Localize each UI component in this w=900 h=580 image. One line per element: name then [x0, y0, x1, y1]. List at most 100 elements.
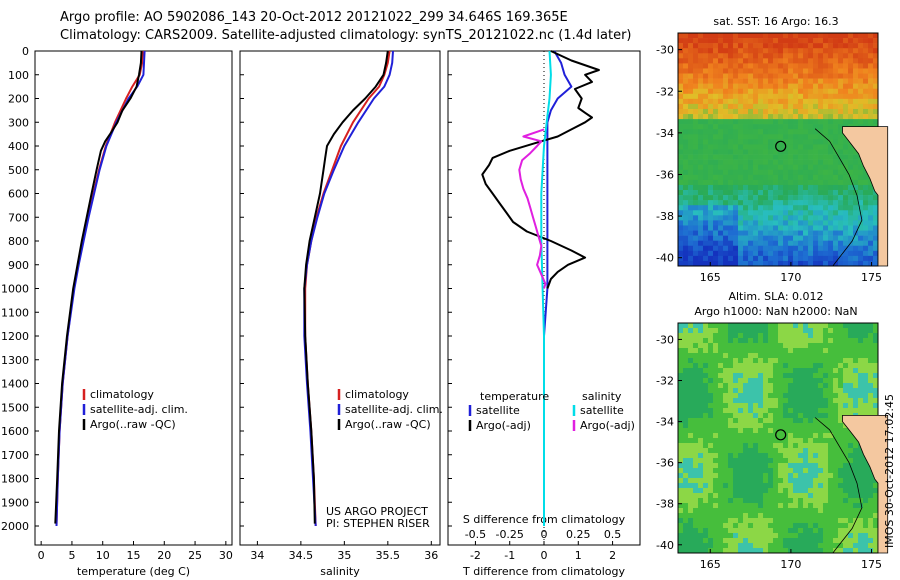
map-cell: [863, 190, 869, 196]
map-cell: [703, 448, 709, 454]
map-cell: [818, 508, 824, 514]
map-cell: [833, 393, 839, 399]
map-cell: [743, 88, 749, 95]
map-cell: [743, 33, 749, 39]
map-cell: [703, 388, 709, 394]
map-cell: [713, 98, 719, 105]
map-cell: [748, 220, 754, 226]
map-cell: [728, 383, 734, 389]
map-cell: [733, 205, 739, 211]
map-cell: [848, 48, 854, 54]
map-cell: [763, 538, 769, 544]
map-cell: [798, 478, 804, 484]
map-cell: [723, 333, 729, 339]
map-cell: [728, 328, 734, 334]
map-cell: [683, 513, 689, 519]
map-cell: [823, 428, 829, 434]
map-cell: [693, 513, 699, 519]
y-tick-label: 1900: [1, 496, 29, 509]
map-cell: [823, 169, 829, 176]
map-cell: [828, 103, 834, 110]
map-cell: [783, 343, 789, 349]
map-cell: [808, 503, 814, 509]
map-cell: [808, 200, 814, 206]
map-cell: [753, 323, 759, 329]
map-cell: [693, 508, 699, 514]
map-cell: [853, 323, 859, 329]
map-cell: [833, 174, 839, 181]
map-cell: [763, 235, 769, 241]
map-cell: [858, 548, 864, 554]
map-cell: [778, 383, 784, 389]
map-cell: [733, 483, 739, 489]
map-cell: [793, 403, 799, 409]
map-cell: [803, 215, 809, 221]
map-cell: [718, 358, 724, 364]
map-cell: [858, 114, 864, 120]
map-cell: [718, 108, 724, 115]
map-cell: [783, 124, 789, 130]
map-cell: [828, 58, 834, 64]
map-cell: [728, 220, 734, 226]
map-cell: [808, 108, 814, 115]
map-cell: [783, 358, 789, 364]
map-cell: [703, 458, 709, 464]
map-cell: [838, 418, 844, 424]
map-cell: [783, 438, 789, 444]
map-cell: [743, 423, 749, 429]
map-cell: [758, 43, 764, 49]
map-cell: [733, 103, 739, 110]
map-cell: [868, 43, 874, 49]
map-cell: [798, 483, 804, 489]
map-cell: [853, 149, 859, 155]
map-cell: [828, 513, 834, 519]
map-cell: [738, 488, 744, 494]
map-cell: [783, 225, 789, 231]
map-cell: [833, 343, 839, 349]
y-tick-label: 600: [8, 188, 29, 201]
map-cell: [828, 488, 834, 494]
map-cell: [843, 543, 849, 549]
map-cell: [743, 333, 749, 339]
map-cell: [713, 418, 719, 424]
map-cell: [698, 159, 704, 165]
map-cell: [733, 230, 739, 236]
map-cell: [708, 433, 714, 439]
map-cell: [788, 453, 794, 459]
map-cell: [768, 328, 774, 334]
map-cell: [788, 184, 794, 191]
map-cell: [723, 169, 729, 176]
map-cell: [868, 179, 874, 186]
map-cell: [848, 235, 854, 241]
map-cell: [798, 154, 804, 160]
map-cell: [778, 493, 784, 499]
map-cell: [733, 255, 739, 262]
map-cell: [838, 438, 844, 444]
map-cell: [703, 210, 709, 216]
map-cell: [808, 378, 814, 384]
map-cell: [868, 58, 874, 64]
map-cell: [808, 368, 814, 374]
map-cell: [823, 403, 829, 409]
map-cell: [753, 43, 759, 49]
map-cell: [778, 333, 784, 339]
map-cell: [748, 119, 754, 125]
map-cell: [748, 363, 754, 369]
map-cell: [698, 338, 704, 344]
map-cell: [678, 368, 684, 374]
map-cell: [688, 129, 694, 135]
map-cell: [718, 458, 724, 464]
map-cell: [823, 338, 829, 344]
map-cell: [698, 528, 704, 534]
map-cell: [708, 488, 714, 494]
map-cell: [788, 78, 794, 84]
map-cell: [743, 413, 749, 419]
map-cell: [743, 53, 749, 59]
map-cell: [783, 73, 789, 79]
map-cell: [718, 129, 724, 135]
map-cell: [748, 548, 754, 554]
map-cell: [873, 88, 879, 95]
map-cell: [733, 403, 739, 409]
map-cell: [758, 478, 764, 484]
map-cell: [788, 338, 794, 344]
